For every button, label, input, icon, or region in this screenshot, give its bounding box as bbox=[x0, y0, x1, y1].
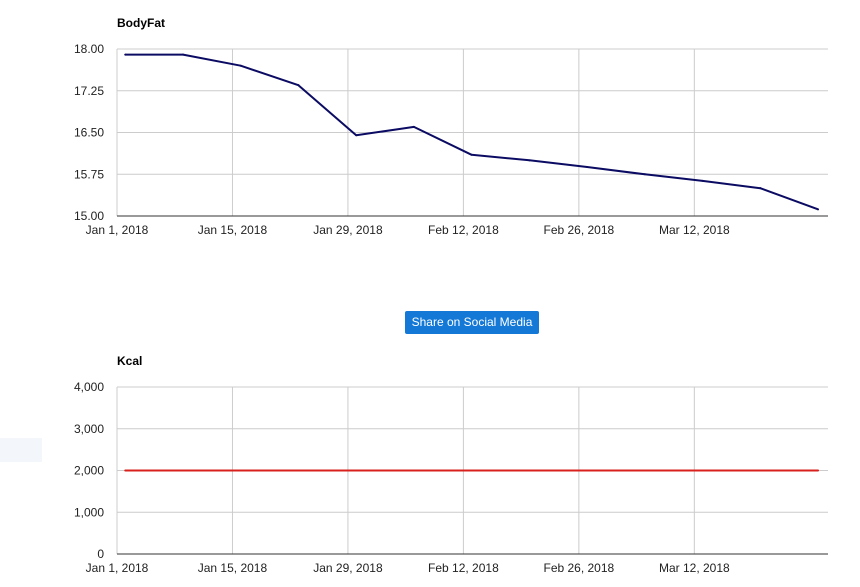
y-tick-label: 3,000 bbox=[74, 422, 104, 436]
data-point bbox=[643, 173, 646, 176]
data-point bbox=[181, 53, 184, 56]
data-point bbox=[817, 469, 820, 472]
y-tick-label: 15.00 bbox=[74, 209, 104, 223]
data-point bbox=[470, 469, 473, 472]
data-point bbox=[528, 469, 531, 472]
x-tick-label: Feb 26, 2018 bbox=[543, 561, 614, 575]
data-point bbox=[297, 84, 300, 87]
x-tick-label: Jan 15, 2018 bbox=[198, 223, 268, 237]
data-point bbox=[759, 469, 762, 472]
y-tick-label: 17.25 bbox=[74, 84, 104, 98]
data-point bbox=[124, 53, 127, 56]
y-tick-label: 2,000 bbox=[74, 464, 104, 478]
data-point bbox=[239, 469, 242, 472]
y-tick-label: 1,000 bbox=[74, 505, 104, 519]
data-point bbox=[355, 469, 358, 472]
data-point bbox=[239, 64, 242, 67]
data-point bbox=[412, 125, 415, 128]
share-on-social-media-button[interactable]: Share on Social Media bbox=[405, 311, 539, 334]
data-point bbox=[701, 179, 704, 182]
data-point bbox=[643, 469, 646, 472]
data-point bbox=[701, 469, 704, 472]
y-tick-label: 15.75 bbox=[74, 167, 104, 181]
data-point bbox=[759, 187, 762, 190]
x-tick-label: Mar 12, 2018 bbox=[659, 223, 730, 237]
x-tick-label: Mar 12, 2018 bbox=[659, 561, 730, 575]
data-point bbox=[124, 469, 127, 472]
data-point bbox=[297, 469, 300, 472]
y-tick-label: 18.00 bbox=[74, 42, 104, 56]
data-point bbox=[181, 469, 184, 472]
data-point bbox=[817, 208, 820, 211]
chart-title: Kcal bbox=[117, 354, 142, 368]
data-point bbox=[586, 469, 589, 472]
series-line bbox=[125, 53, 819, 211]
data-point bbox=[528, 159, 531, 162]
x-tick-label: Jan 29, 2018 bbox=[313, 561, 383, 575]
bodyfat-chart: BodyFat 15.00 15.75 16.50 17.25 18.00 Jan 1, … bbox=[74, 16, 828, 237]
x-tick-label: Feb 12, 2018 bbox=[428, 561, 499, 575]
data-point bbox=[412, 469, 415, 472]
y-tick-label: 4,000 bbox=[74, 380, 104, 394]
x-tick-label: Feb 12, 2018 bbox=[428, 223, 499, 237]
kcal-chart: Kcal 0 1,000 2,000 3,000 4,000 Jan 1, 2018 Jan… bbox=[74, 354, 828, 575]
x-tick-label: Jan 1, 2018 bbox=[86, 223, 149, 237]
x-tick-label: Feb 26, 2018 bbox=[543, 223, 614, 237]
data-point bbox=[470, 153, 473, 156]
x-tick-label: Jan 1, 2018 bbox=[86, 561, 149, 575]
y-tick-label: 0 bbox=[97, 547, 104, 561]
x-tick-label: Jan 15, 2018 bbox=[198, 561, 268, 575]
x-tick-label: Jan 29, 2018 bbox=[313, 223, 383, 237]
y-tick-label: 16.50 bbox=[74, 126, 104, 140]
side-tab bbox=[0, 438, 42, 462]
data-point bbox=[586, 166, 589, 169]
data-point bbox=[355, 134, 358, 137]
chart-title: BodyFat bbox=[117, 16, 165, 30]
